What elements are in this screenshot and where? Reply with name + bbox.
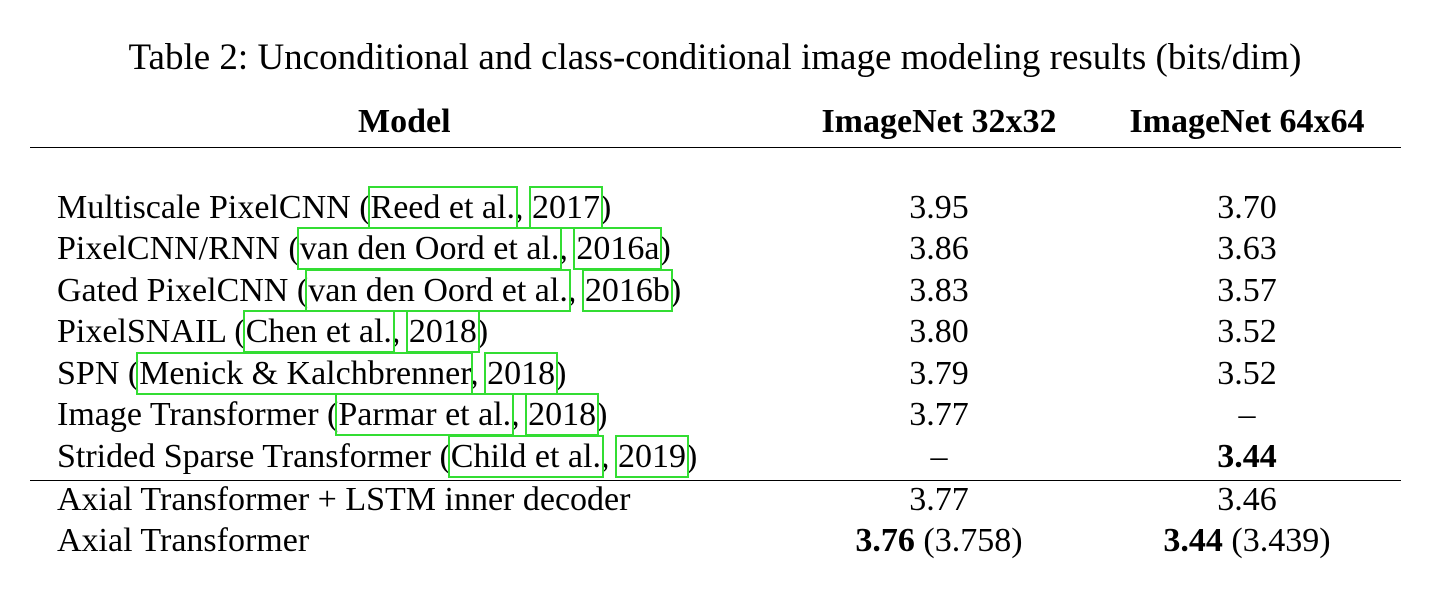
table-row: Strided Sparse Transformer (Child et al.… <box>0 435 1441 478</box>
table-row: PixelSNAIL (Chen et al., 2018) 3.80 3.52 <box>0 310 1441 353</box>
value-precise: (3.439) <box>1222 522 1331 559</box>
table-row: Image Transformer (Parmar et al., 2018) … <box>0 393 1441 436</box>
citation-year-link[interactable]: 2019 <box>614 435 689 478</box>
table-caption: Table 2: Unconditional and class-conditi… <box>128 37 1302 78</box>
value-imagenet-64: 3.52 <box>1217 355 1277 392</box>
header-imagenet-64: ImageNet 64x64 <box>1129 103 1365 140</box>
value-imagenet-64: 3.70 <box>1217 189 1277 226</box>
value-imagenet-64: 3.44 (3.439) <box>1116 520 1378 562</box>
value-imagenet-64: – <box>1238 396 1256 433</box>
citation-year-link[interactable]: 2017 <box>528 186 603 229</box>
table-row: SPN (Menick & Kalchbrenner, 2018) 3.79 3… <box>0 352 1441 395</box>
citation-authors-link[interactable]: van den Oord et al. <box>296 227 563 270</box>
table-row-ours: Axial Transformer 3.76 (3.758) 3.44 (3.4… <box>0 520 1441 562</box>
value-imagenet-32: – <box>930 438 948 475</box>
header-imagenet-32: ImageNet 32x32 <box>821 103 1057 140</box>
header-model: Model <box>358 103 451 140</box>
citation-authors-link[interactable]: Reed et al. <box>367 186 518 229</box>
value-imagenet-64: 3.52 <box>1217 313 1277 350</box>
value-imagenet-32: 3.86 <box>909 230 969 267</box>
citation-authors-link[interactable]: Menick & Kalchbrenner <box>136 352 474 395</box>
model-name: Axial Transformer + LSTM inner decoder <box>57 481 631 518</box>
table-row: PixelCNN/RNN (van den Oord et al., 2016a… <box>0 227 1441 270</box>
value-imagenet-32: 3.76 (3.758) <box>808 520 1070 562</box>
table-row: Gated PixelCNN (van den Oord et al., 201… <box>0 269 1441 312</box>
value-imagenet-64: 3.63 <box>1217 230 1277 267</box>
citation-authors-link[interactable]: van den Oord et al. <box>305 269 571 312</box>
value-imagenet-32: 3.80 <box>909 313 969 350</box>
model-name: Gated PixelCNN (van den Oord et al., 201… <box>57 269 682 312</box>
table-row: Multiscale PixelCNN (Reed et al., 2017) … <box>0 186 1441 229</box>
model-name: Strided Sparse Transformer (Child et al.… <box>57 435 698 478</box>
value-imagenet-64-best: 3.44 <box>1217 438 1277 475</box>
citation-authors-link[interactable]: Chen et al. <box>242 310 395 353</box>
citation-year-link[interactable]: 2018 <box>484 352 559 395</box>
value-imagenet-32: 3.79 <box>909 355 969 392</box>
value-imagenet-32: 3.77 <box>909 481 969 518</box>
citation-authors-link[interactable]: Parmar et al. <box>335 393 515 436</box>
citation-year-link[interactable]: 2016b <box>581 269 673 312</box>
value-best: 3.76 <box>855 522 915 559</box>
value-imagenet-32: 3.77 <box>909 396 969 433</box>
value-imagenet-32: 3.83 <box>909 272 969 309</box>
value-best: 3.44 <box>1163 522 1223 559</box>
model-name: PixelCNN/RNN (van den Oord et al., 2016a… <box>57 227 671 270</box>
value-imagenet-64: 3.57 <box>1217 272 1277 309</box>
citation-year-link[interactable]: 2016a <box>573 227 663 270</box>
value-precise: (3.758) <box>914 522 1023 559</box>
citation-authors-link[interactable]: Child et al. <box>447 435 604 478</box>
model-name: PixelSNAIL (Chen et al., 2018) <box>57 310 489 353</box>
header-rule <box>30 147 1401 148</box>
model-name: Image Transformer (Parmar et al., 2018) <box>57 393 608 436</box>
table-row-ours: Axial Transformer + LSTM inner decoder 3… <box>0 479 1441 521</box>
model-name: Multiscale PixelCNN (Reed et al., 2017) <box>57 186 612 229</box>
citation-year-link[interactable]: 2018 <box>525 393 600 436</box>
model-name: SPN (Menick & Kalchbrenner, 2018) <box>57 352 567 395</box>
model-name: Axial Transformer <box>57 522 310 559</box>
value-imagenet-64: 3.46 <box>1217 481 1277 518</box>
section-rule <box>30 480 1401 481</box>
value-imagenet-32: 3.95 <box>909 189 969 226</box>
citation-year-link[interactable]: 2018 <box>405 310 480 353</box>
